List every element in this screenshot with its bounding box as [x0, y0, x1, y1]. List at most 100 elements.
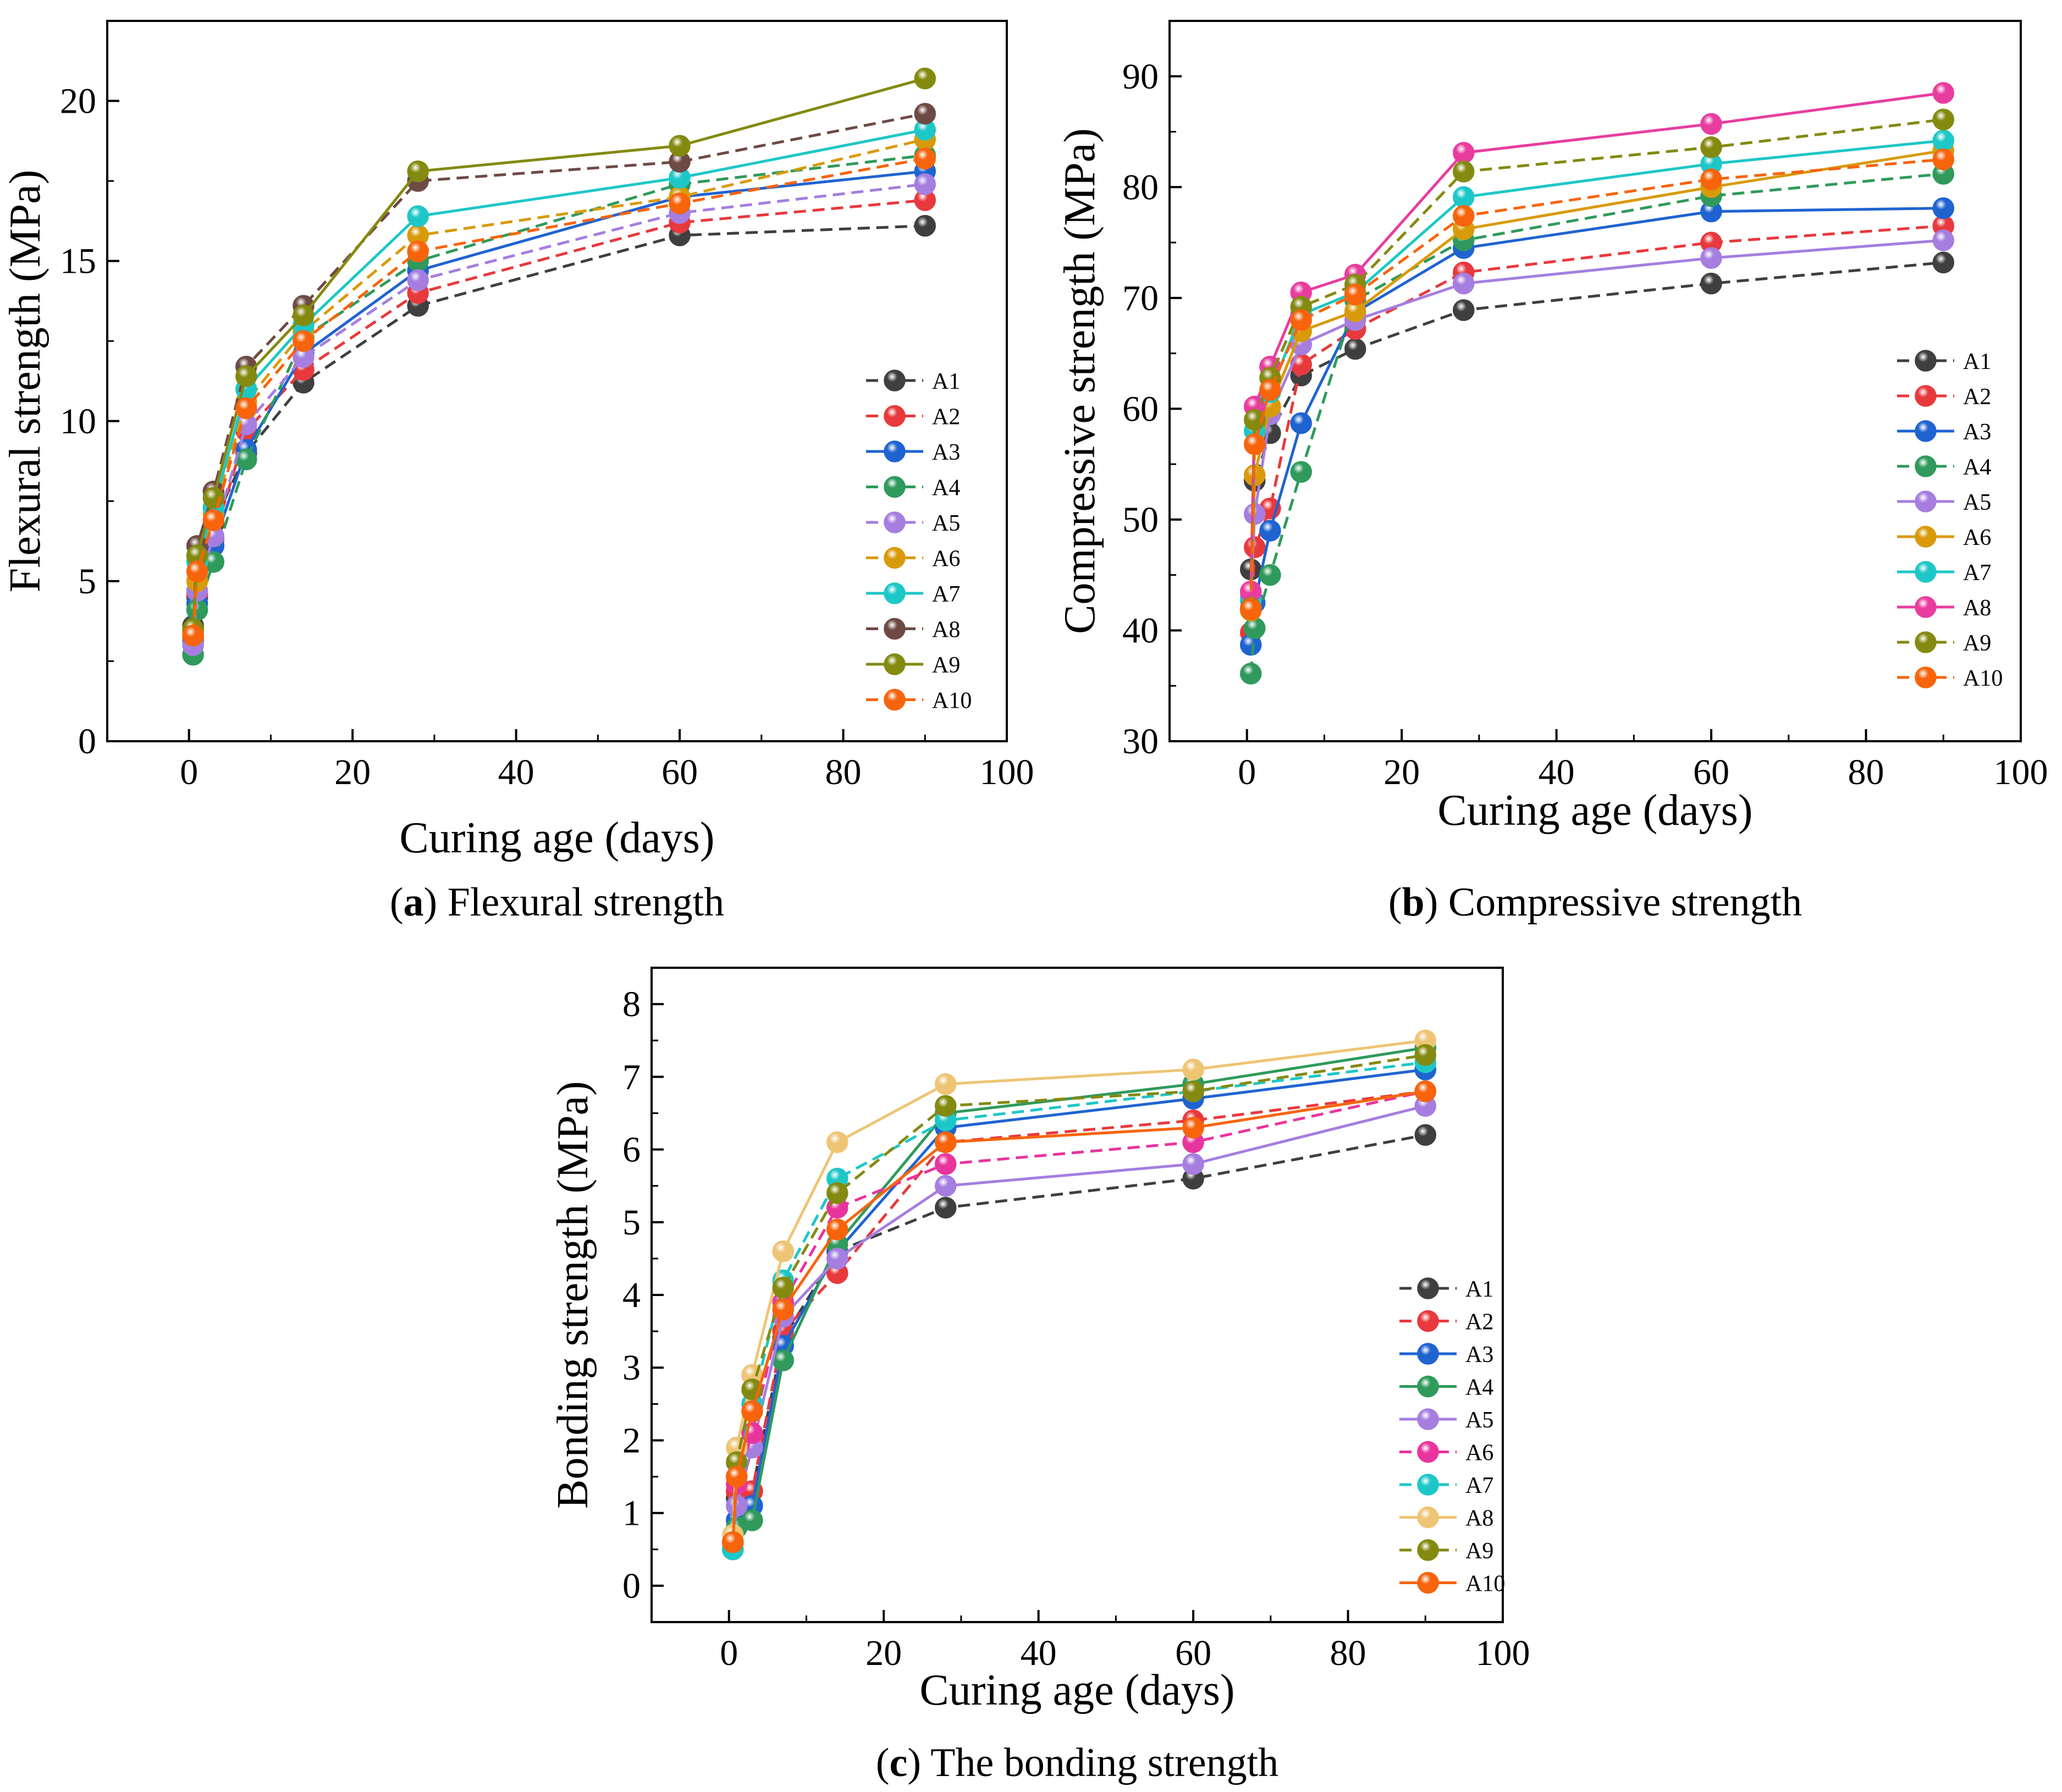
x-tick-label: 20 — [334, 752, 371, 792]
legend-marker — [1915, 561, 1937, 583]
data-point — [1344, 338, 1366, 360]
data-point — [1414, 1080, 1437, 1102]
series-line — [731, 1090, 1426, 1542]
y-tick-label: 30 — [1122, 721, 1159, 762]
x-axis-title: Curing age (days) — [1437, 786, 1752, 835]
x-tick-label: 60 — [1175, 1633, 1211, 1673]
x-tick-label: 100 — [1476, 1633, 1530, 1673]
data-point — [1290, 354, 1312, 376]
series-line — [1249, 224, 1944, 633]
legend-label: A6 — [932, 547, 960, 572]
axis-ticks: 0 20 40 60 80 100 0 5 10 15 20 — [60, 81, 1034, 792]
caption-open: ( — [876, 1740, 890, 1785]
series-a3 — [182, 160, 936, 653]
data-point — [1414, 1044, 1437, 1066]
y-tick-label: 10 — [60, 401, 96, 442]
legend-item-a5: A5 — [866, 511, 960, 536]
legend-label: A10 — [932, 688, 972, 714]
data-point — [935, 1153, 957, 1175]
y-tick-label: 8 — [622, 984, 641, 1024]
data-point — [1453, 142, 1475, 164]
data-point — [407, 205, 429, 227]
data-point — [1414, 1124, 1437, 1146]
legend-marker — [884, 688, 906, 711]
legend-marker — [884, 511, 906, 533]
legend-label: A7 — [1963, 560, 1991, 586]
legend-label: A2 — [1963, 384, 1991, 410]
series-a5 — [722, 1095, 1437, 1553]
series-line — [191, 112, 925, 630]
legend: A1 A2 A3 A4 A5 A6 A7 A8 A9 A10 — [866, 369, 972, 714]
legend-item-a1: A1 — [866, 369, 960, 394]
data-point — [826, 1182, 848, 1204]
legend-label: A9 — [1465, 1539, 1493, 1564]
y-tick-label: 0 — [78, 721, 96, 762]
series-line — [1249, 172, 1944, 674]
legend-label: A3 — [932, 440, 960, 465]
data-point — [407, 240, 429, 262]
data-point — [669, 135, 691, 157]
legend-item-a8: A8 — [1897, 596, 1991, 621]
data-point — [1700, 168, 1722, 190]
legend-marker — [1417, 1441, 1439, 1463]
legend-item-a4: A4 — [1897, 455, 1991, 480]
data-point — [914, 214, 936, 237]
data-point — [1259, 520, 1281, 542]
legend-marker — [1915, 350, 1937, 372]
legend-marker — [884, 653, 906, 675]
legend-item-a4: A4 — [1399, 1375, 1493, 1400]
legend: A1 A2 A3 A4 A5 A6 A7 A8 A9 A10 — [1399, 1277, 1505, 1597]
y-axis-title: Flexural strength (MPa) — [1, 170, 49, 593]
legend-item-a4: A4 — [866, 476, 960, 501]
legend-marker — [1915, 666, 1937, 688]
caption-letter: c — [889, 1740, 907, 1785]
data-point — [772, 1277, 794, 1299]
legend-item-a2: A2 — [1399, 1310, 1493, 1335]
legend-item-a9: A9 — [866, 653, 960, 678]
data-point — [1932, 108, 1955, 131]
x-tick-label: 80 — [825, 752, 862, 792]
y-tick-label: 5 — [78, 561, 96, 602]
legend-item-a8: A8 — [1399, 1506, 1493, 1531]
y-tick-label: 40 — [1122, 610, 1159, 650]
data-point — [1244, 617, 1266, 639]
data-point — [182, 625, 204, 647]
x-tick-label: 40 — [1539, 752, 1575, 792]
legend-label: A8 — [1465, 1506, 1493, 1531]
legend-marker — [884, 405, 906, 427]
series-layer — [182, 68, 936, 666]
y-tick-label: 60 — [1122, 389, 1159, 429]
data-point — [1182, 1058, 1204, 1080]
legend-label: A3 — [1963, 420, 1991, 445]
series-line — [191, 170, 925, 642]
legend-label: A1 — [1963, 349, 1991, 374]
data-point — [1259, 564, 1281, 586]
series-line — [731, 1039, 1426, 1535]
x-tick-label: 100 — [1994, 752, 2048, 792]
x-tick-label: 80 — [1330, 1633, 1366, 1673]
legend-item-a6: A6 — [1897, 525, 1991, 550]
x-tick-label: 60 — [1693, 752, 1729, 792]
data-point — [1259, 379, 1281, 401]
data-point — [772, 1298, 794, 1321]
caption-open: ( — [390, 880, 404, 925]
series-a1 — [182, 214, 936, 637]
legend-marker — [1915, 385, 1937, 407]
legend-label: A6 — [1963, 525, 1991, 550]
x-tick-label: 20 — [1383, 752, 1420, 792]
x-tick-label: 40 — [1021, 1633, 1057, 1673]
legend-marker — [884, 617, 906, 640]
legend-label: A9 — [1963, 631, 1991, 656]
legend-item-a7: A7 — [1399, 1473, 1493, 1498]
plot-frame — [106, 20, 1008, 742]
data-point — [235, 365, 257, 388]
y-tick-label: 15 — [60, 241, 96, 282]
legend-label: A7 — [1465, 1473, 1493, 1498]
legend-marker — [884, 582, 906, 604]
legend-item-a6: A6 — [1399, 1441, 1493, 1466]
y-axis-title: Compressive strength (MPa) — [1056, 128, 1104, 634]
legend-marker — [884, 440, 906, 462]
legend-marker — [884, 547, 906, 569]
legend-label: A5 — [1963, 490, 1991, 515]
